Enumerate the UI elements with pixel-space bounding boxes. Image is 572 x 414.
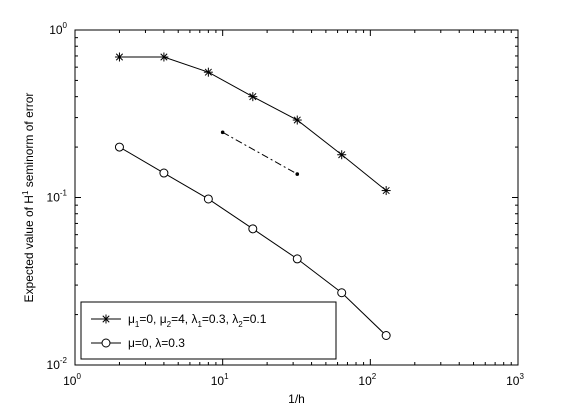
x-tick-label-base: 10 [358,374,372,388]
legend-subscript: 2 [238,320,243,329]
legend-marker-2 [101,338,111,348]
x-tick-label-exponent: 3 [519,372,524,381]
y-axis-label-superscript: 1 [21,190,30,195]
series-2-point [381,331,391,341]
reference-slope-endpoint [220,130,225,135]
y-axis-label-main: Expected value of H [22,195,36,302]
series-2-point [203,194,213,204]
y-axis-label: Expected value of H1 seminorm of error [21,93,36,303]
legend-text: =4, λ [171,312,197,326]
x-axis-label: 1/h [288,392,305,406]
x-tick-label-base: 10 [63,374,77,388]
x-tick-label: 103 [506,372,524,388]
series-1-point [381,186,391,196]
series-1-point [248,92,258,102]
x-tick-label-exponent: 1 [224,372,229,381]
x-tick-label-base: 10 [211,374,225,388]
reference-slope-endpoint [295,172,300,176]
legend-entry-1: μ1=0, μ2=4, λ1=0.3, λ2=0.1 [128,312,267,329]
y-tick-label-base: 10 [49,23,63,37]
legend-text: =0.3, λ [202,312,238,326]
legend-text: μ [128,312,135,326]
series-2-point [337,288,347,298]
x-tick-label-base: 10 [506,374,520,388]
y-tick-label: 10-1 [47,189,68,205]
axis-labels: 1/h Expected value of H1 seminorm of err… [21,93,305,406]
legend-text: μ=0, λ=0.3 [128,336,185,350]
legend-subscript: 1 [197,320,202,329]
legend-box [80,301,337,360]
series-1-point [203,67,213,77]
series-1-point [337,150,347,160]
x-tick-label-exponent: 2 [372,372,377,381]
series-1-point [292,115,302,125]
chart-legend: μ1=0, μ2=4, λ1=0.3, λ2=0.1μ=0, λ=0.3 [80,301,337,360]
legend-subscript: 2 [167,320,172,329]
series-2-point [248,224,258,234]
series-2-point [114,142,124,152]
y-axis-label-tail: seminorm of error [22,93,36,191]
series-2-point [159,168,169,178]
legend-entry-2: μ=0, λ=0.3 [128,336,185,350]
legend-text: =0, μ [139,312,166,326]
y-tick-label-base: 10 [47,191,61,205]
x-tick-label: 101 [211,372,229,388]
reference-slope-line [222,131,298,175]
series-1-point [159,52,169,62]
y-tick-label: 10-2 [47,356,68,372]
legend-marker-1 [101,314,111,324]
y-tick-label-exponent: -2 [60,356,68,365]
legend-subscript: 1 [135,320,140,329]
x-tick-label: 102 [358,372,376,388]
x-tick-label: 100 [63,372,81,388]
series-1-point [114,52,124,62]
y-tick-label-exponent: -1 [60,189,68,198]
plot-series [114,52,391,341]
x-tick-label-exponent: 0 [76,372,81,381]
y-tick-label: 100 [49,21,67,37]
legend-text: =0.1 [243,312,267,326]
y-tick-label-base: 10 [47,358,61,372]
y-tick-label-exponent: 0 [63,21,68,30]
series-2-point [292,254,302,264]
